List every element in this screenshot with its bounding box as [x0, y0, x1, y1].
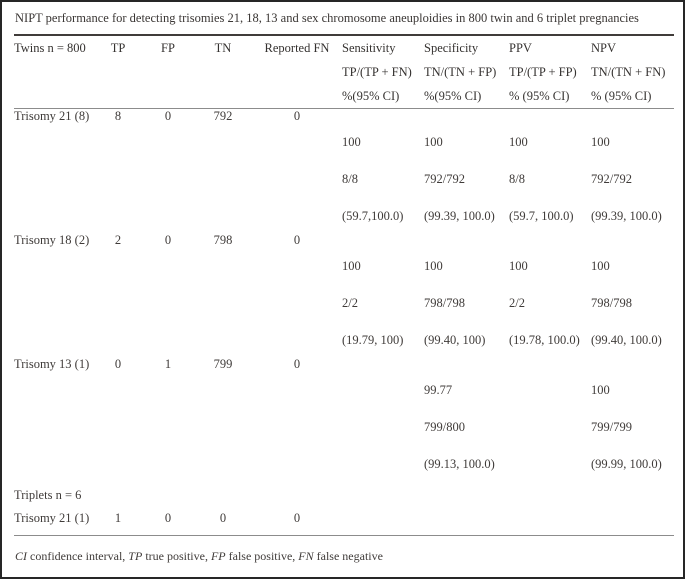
tn-value: 0	[194, 506, 252, 536]
fp-value: 0	[164, 233, 172, 247]
ppv-cell-empty	[509, 506, 591, 536]
ppv-cell	[509, 357, 591, 481]
header-row: Twins n = 800 TP FP TN Reported FN Sensi…	[14, 34, 674, 109]
reported-fn-value: 0	[293, 233, 301, 247]
npv-cell: 100 799/799 (99.99, 100.0)	[591, 383, 662, 471]
sensitivity-cell	[342, 357, 424, 481]
tn-value: 792	[213, 109, 233, 123]
paper-table-page: NIPT performance for detecting trisomies…	[2, 2, 683, 564]
sensitivity-cell: 100 2/2 (19.79, 100)	[342, 259, 404, 347]
tn-value: 798	[213, 233, 233, 247]
fp-value: 0	[164, 109, 172, 123]
abbr-fn: FN	[298, 549, 314, 563]
fp-value: 0	[142, 506, 194, 536]
npv-cell: 100 798/798 (99.40, 100.0)	[591, 259, 662, 347]
specificity-cell: 100 792/792 (99.39, 100.0)	[424, 135, 495, 223]
table-title: NIPT performance for detecting trisomies…	[15, 11, 639, 25]
col-header-fp: FP	[142, 34, 194, 109]
specificity-cell: 99.77 799/800 (99.13, 100.0)	[424, 383, 495, 471]
col-header-tn: TN	[194, 34, 252, 109]
table-row-trisomy-21-triplets: Trisomy 21 (1) 1 0 0 0	[14, 506, 674, 536]
npv-cell: 100 792/792 (99.39, 100.0)	[591, 135, 662, 223]
row-label: Trisomy 18 (2)	[14, 233, 90, 247]
col-header-reported-fn: Reported FN	[252, 34, 342, 109]
reported-fn-value: 0	[293, 109, 301, 123]
fp-value: 1	[164, 357, 172, 371]
tp-value: 2	[114, 233, 122, 247]
col-header-tp: TP	[94, 34, 142, 109]
table-row-trisomy-13-twins: Trisomy 13 (1) 0 1 799 0 99.77 799/800 (…	[14, 357, 674, 481]
section-label: Triplets n = 6	[14, 488, 82, 502]
row-label: Trisomy 13 (1)	[14, 357, 90, 371]
nipt-performance-table: Twins n = 800 TP FP TN Reported FN Sensi…	[14, 34, 674, 536]
tn-value: 799	[213, 357, 233, 371]
npv-cell-empty	[591, 506, 674, 536]
tp-value: 8	[114, 109, 122, 123]
specificity-cell-empty	[424, 506, 509, 536]
sensitivity-cell: 100 8/8 (59.7,100.0)	[342, 135, 404, 223]
reported-fn-value: 0	[252, 506, 342, 536]
col-header-specificity: Specificity TN/(TN + FP) %(95% CI)	[424, 34, 509, 109]
tp-value: 1	[94, 506, 142, 536]
sensitivity-cell-empty	[342, 506, 424, 536]
abbr-ci: CI	[15, 549, 27, 563]
table-section-triplets: Triplets n = 6	[14, 481, 674, 506]
table-row-trisomy-18-twins: Trisomy 18 (2) 2 0 798 0 100 2/2 (19.79,…	[14, 233, 674, 357]
row-label: Trisomy 21 (1)	[14, 506, 94, 536]
row-label: Trisomy 21 (8)	[14, 109, 90, 123]
ppv-cell: 100 8/8 (59.7, 100.0)	[509, 135, 574, 223]
tp-value: 0	[114, 357, 122, 371]
col-header-sensitivity: Sensitivity TP/(TP + FN) %(95% CI)	[342, 34, 424, 109]
abbr-fp: FP	[210, 549, 226, 563]
abbr-tp: TP	[128, 549, 143, 563]
table-row-trisomy-21-twins: Trisomy 21 (8) 8 0 792 0 100 8/8 (59.7,1…	[14, 109, 674, 234]
table-footnote: CI confidence interval, TP true positive…	[15, 549, 383, 563]
reported-fn-value: 0	[293, 357, 301, 371]
col-header-ppv: PPV TP/(TP + FP) % (95% CI)	[509, 34, 591, 109]
col-header-npv: NPV TN/(TN + FN) % (95% CI)	[591, 34, 674, 109]
ppv-cell: 100 2/2 (19.78, 100.0)	[509, 259, 580, 347]
col-header-twins: Twins n = 800	[14, 34, 94, 109]
specificity-cell: 100 798/798 (99.40, 100)	[424, 259, 486, 347]
